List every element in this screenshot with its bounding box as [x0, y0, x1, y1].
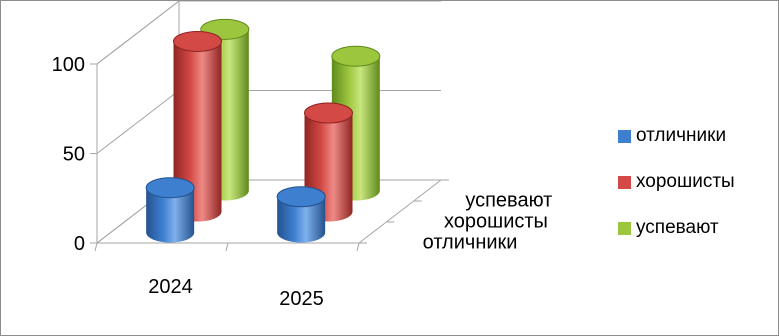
legend-label: отличники: [636, 125, 727, 146]
bar-top: [276, 186, 326, 208]
bar-body: [146, 187, 195, 243]
bar-body: [173, 41, 222, 222]
chart-walls: [90, 1, 449, 252]
bar-top: [304, 102, 353, 124]
depth-label: отличники: [423, 232, 518, 254]
bar-top: [145, 177, 195, 199]
depth-label: успевают: [465, 190, 552, 212]
gridline: [96, 90, 441, 154]
bar-top: [331, 45, 381, 67]
x-category-label: 2024: [148, 276, 193, 298]
legend-swatch-icon: [618, 175, 631, 189]
x-category-label: 2025: [279, 288, 324, 310]
bar-cylinder: [145, 177, 195, 243]
legend-item: хорошисты: [618, 159, 778, 205]
gridline: [96, 1, 441, 65]
y-tick-label: 50: [63, 144, 85, 166]
legend-item: успевают: [618, 205, 778, 251]
bar-body: [277, 196, 326, 243]
y-tick-label: 0: [74, 233, 85, 255]
bar-cylinder: [276, 186, 326, 243]
legend: отличники хорошисты успевают: [618, 113, 778, 251]
x-tick: [225, 242, 229, 252]
depth-label: хорошисты: [444, 211, 548, 233]
bar-cylinder: [173, 30, 222, 222]
x-tick: [356, 242, 360, 252]
y-tick-label: 100: [52, 54, 85, 76]
chart-bars: [145, 18, 381, 243]
legend-item: отличники: [618, 113, 778, 159]
legend-swatch-icon: [618, 221, 631, 235]
legend-swatch-icon: [618, 129, 631, 143]
legend-label: успевают: [636, 217, 719, 238]
legend-label: хорошисты: [636, 171, 735, 192]
x-tick: [94, 242, 98, 252]
bar-top: [173, 30, 222, 52]
